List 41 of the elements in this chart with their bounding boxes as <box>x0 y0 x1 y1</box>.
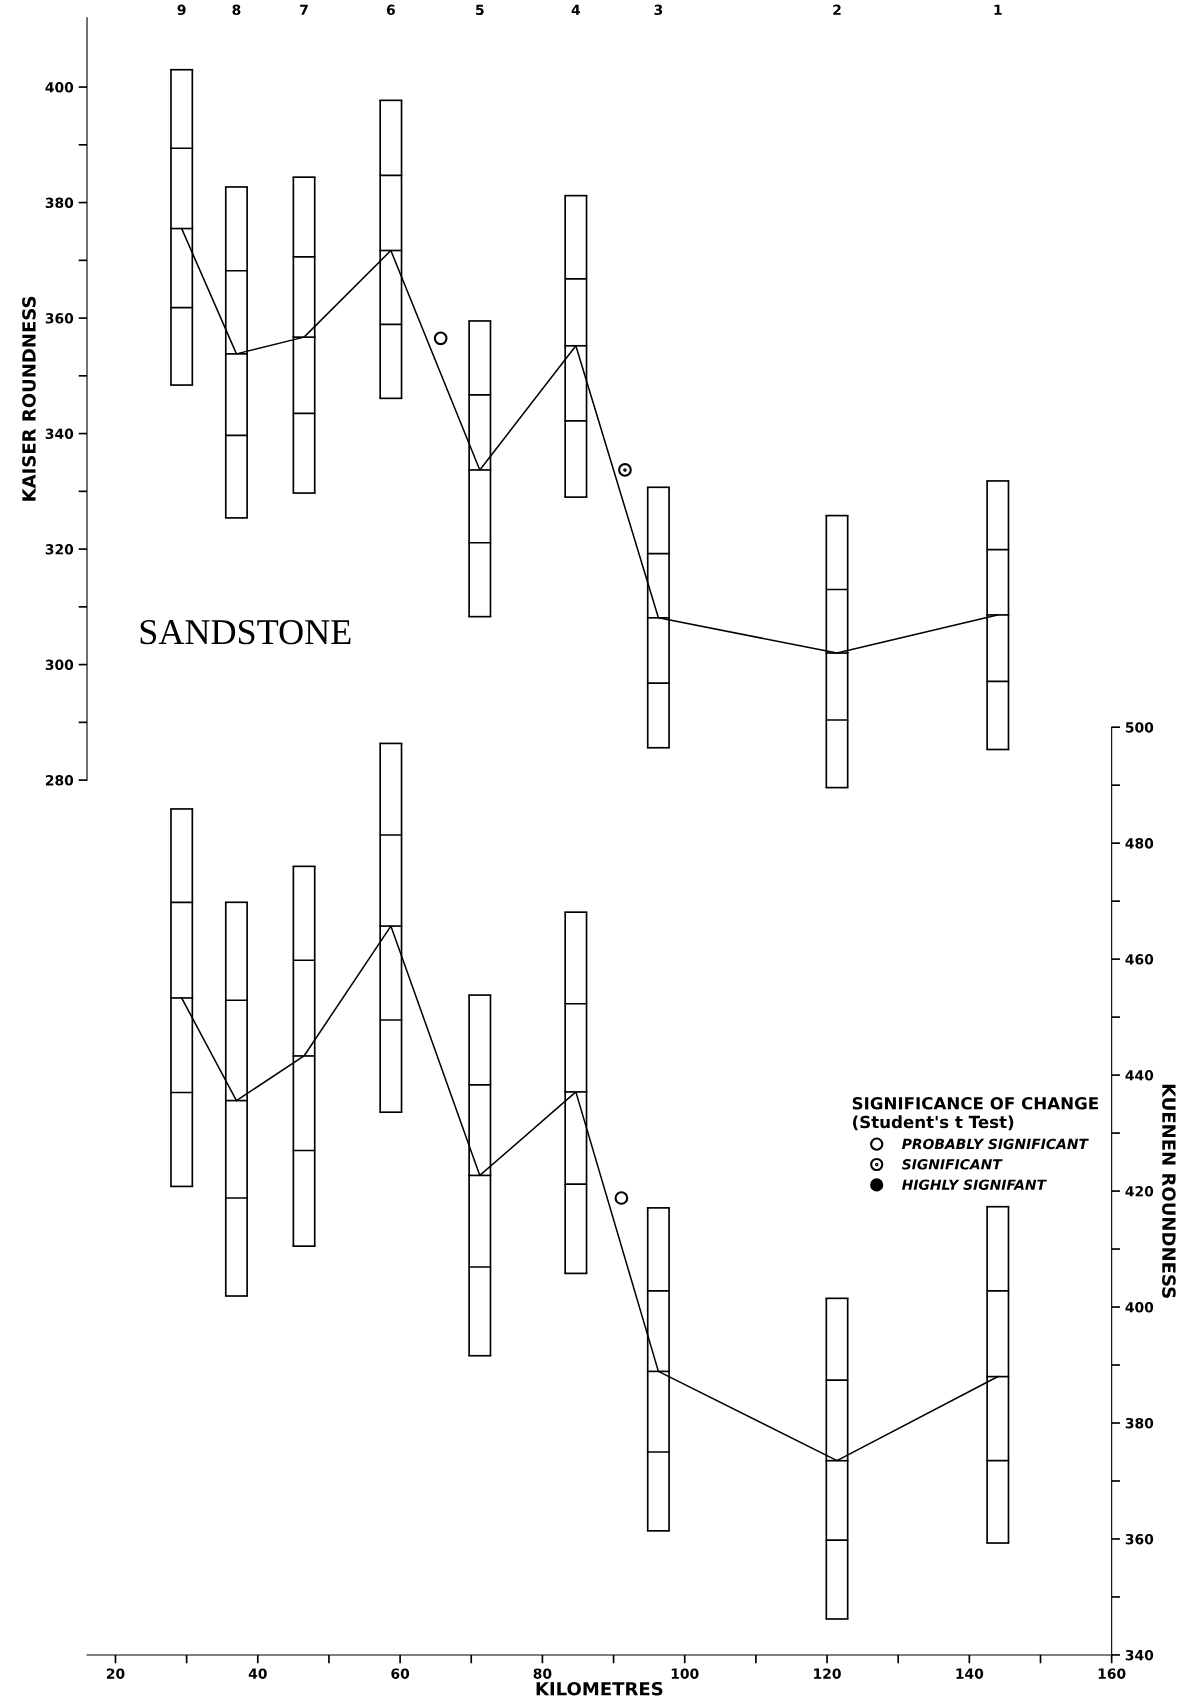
y2-tick-label: 500 <box>1125 722 1154 733</box>
legend-label: SIGNIFICANT <box>901 1159 1003 1170</box>
y-tick-label: 380 <box>45 197 74 209</box>
text: 2 <box>833 4 841 15</box>
y-tick-label: 280 <box>45 775 74 786</box>
legend-label: HIGHLY SIGNIFANT <box>901 1179 1047 1190</box>
x-tick-label: 60 <box>391 1668 410 1679</box>
y2-tick-label: 420 <box>1125 1186 1154 1197</box>
x-axis-title: KILOMETRES <box>536 1681 663 1696</box>
annotation: SANDSTONE <box>140 620 351 645</box>
text: 7 <box>300 4 308 15</box>
y2-tick-label: 400 <box>1125 1302 1154 1313</box>
legend-label: PROBABLY SIGNIFICANT <box>901 1138 1089 1150</box>
y-axis-title: KAISER ROUNDNESS <box>22 296 36 501</box>
y2-tick-label: 340 <box>1125 1649 1154 1661</box>
text: 9 <box>177 4 186 16</box>
y2-tick-label: 460 <box>1125 954 1154 965</box>
legend-title: SIGNIFICANCE OF CHANGE (Student's t Test) <box>852 1096 1098 1131</box>
y-tick-label: 360 <box>45 313 74 324</box>
x-tick-label: 20 <box>106 1668 125 1679</box>
text: 6 <box>386 4 395 16</box>
text: 3 <box>654 4 663 16</box>
text: 8 <box>232 4 241 16</box>
y-tick-label: 400 <box>45 82 74 93</box>
y2-tick-label: 440 <box>1125 1070 1154 1081</box>
y-tick-label: 300 <box>45 659 74 671</box>
y2-tick-label: 360 <box>1125 1533 1154 1545</box>
y-tick-label: 340 <box>45 428 74 440</box>
x-tick-label: 120 <box>814 1668 841 1679</box>
x-tick-label: 160 <box>1098 1668 1126 1679</box>
y2-tick-label: 380 <box>1125 1417 1154 1429</box>
x-tick-label: 40 <box>248 1668 267 1679</box>
x-tick-label: 140 <box>956 1668 984 1679</box>
text: 1 <box>994 4 1002 15</box>
x-tick-label: 100 <box>671 1668 699 1679</box>
text: 4 <box>571 4 581 15</box>
x-tick-label: 80 <box>533 1668 552 1679</box>
y2-tick-label: 480 <box>1125 838 1154 849</box>
y2-axis-title: KUENEN ROUNDNESS <box>1162 1084 1176 1298</box>
y-tick-label: 320 <box>45 544 74 555</box>
text: 5 <box>476 4 484 16</box>
